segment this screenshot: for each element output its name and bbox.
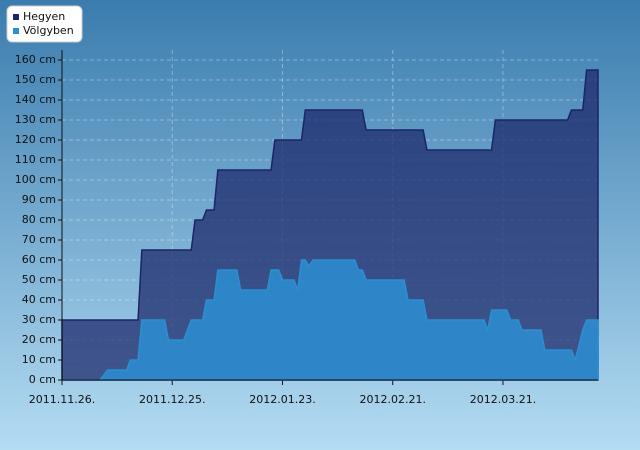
- x-tick-label: 2011.11.26.: [29, 393, 95, 406]
- legend-swatch: [13, 28, 19, 34]
- legend-label: Völgyben: [23, 24, 74, 37]
- y-tick-label: 70 cm: [22, 233, 56, 246]
- y-tick-label: 100 cm: [15, 173, 56, 186]
- y-tick-label: 120 cm: [15, 133, 56, 146]
- legend-swatch: [13, 14, 19, 20]
- y-tick-label: 50 cm: [22, 273, 56, 286]
- y-tick-label: 150 cm: [15, 73, 56, 86]
- y-tick-label: 90 cm: [22, 193, 56, 206]
- y-tick-label: 20 cm: [22, 333, 56, 346]
- legend-label: Hegyen: [23, 10, 65, 23]
- y-tick-label: 10 cm: [22, 353, 56, 366]
- y-tick-label: 40 cm: [22, 293, 56, 306]
- y-tick-label: 30 cm: [22, 313, 56, 326]
- legend-box: [6, 5, 83, 43]
- x-tick-label: 2012.01.23.: [249, 393, 315, 406]
- x-tick-label: 2012.02.21.: [359, 393, 425, 406]
- y-tick-label: 140 cm: [15, 93, 56, 106]
- y-tick-label: 110 cm: [15, 153, 56, 166]
- y-tick-label: 60 cm: [22, 253, 56, 266]
- y-tick-label: 80 cm: [22, 213, 56, 226]
- y-tick-label: 160 cm: [15, 53, 56, 66]
- x-tick-label: 2012.03.21.: [470, 393, 536, 406]
- area: [61, 69, 599, 381]
- x-tick-label: 2011.12.25.: [139, 393, 205, 406]
- y-tick-label: 0 cm: [29, 373, 56, 386]
- area: [62, 259, 599, 381]
- y-tick-label: 130 cm: [15, 113, 56, 126]
